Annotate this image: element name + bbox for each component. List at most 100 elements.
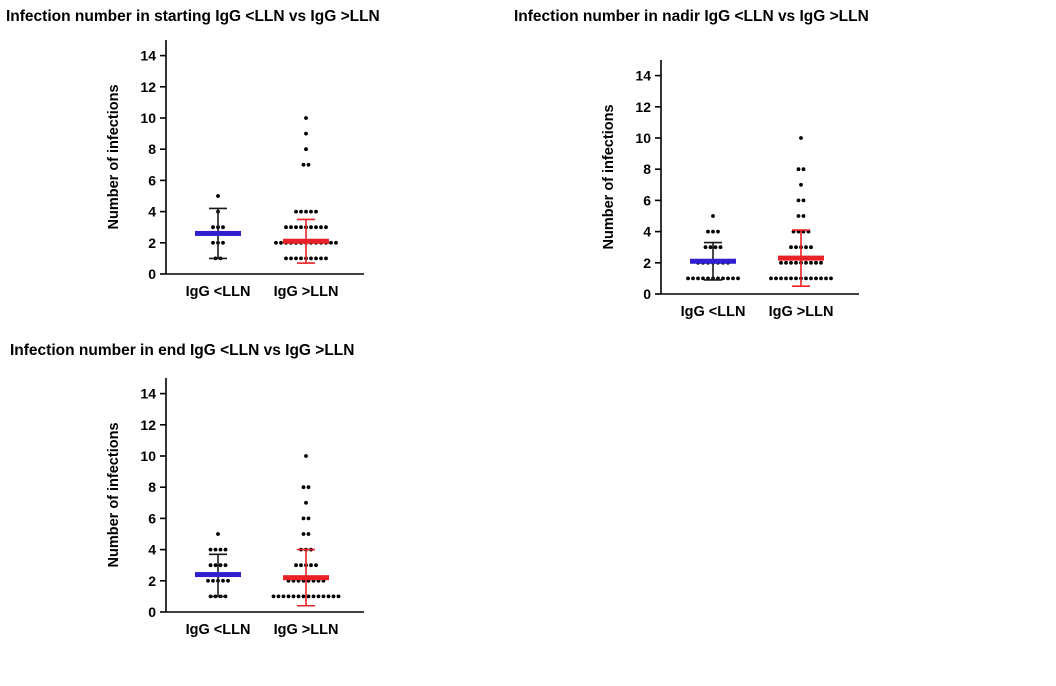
data-point — [769, 276, 773, 281]
data-point — [316, 594, 321, 599]
data-point — [284, 225, 288, 230]
chart-title-nadir: Infection number in nadir IgG <LLN vs Ig… — [514, 8, 869, 25]
data-point — [336, 594, 341, 599]
data-point — [274, 240, 278, 245]
scatter-plot-end: 0 2 4 6 8 10 12 14 Number of infections IgG <LLN I… — [106, 378, 364, 638]
data-point — [216, 532, 220, 536]
data-point — [221, 225, 225, 230]
data-point — [208, 563, 213, 568]
data-point — [809, 260, 813, 265]
data-point — [304, 209, 308, 214]
data-point — [301, 485, 306, 490]
data-point — [326, 594, 331, 599]
data-point — [686, 276, 690, 281]
mean-bar — [283, 238, 329, 244]
y-tick-label: 8 — [148, 141, 156, 157]
data-point — [206, 578, 210, 583]
data-point — [713, 245, 718, 250]
data-point — [294, 225, 298, 230]
data-point — [789, 245, 793, 250]
data-point — [804, 276, 808, 281]
data-point — [306, 516, 311, 521]
data-point — [324, 256, 328, 261]
y-tick-label: 12 — [635, 99, 651, 115]
data-point — [774, 276, 778, 281]
data-point — [824, 276, 828, 281]
data-point — [216, 194, 220, 198]
data-point — [271, 594, 276, 599]
y-tick-label: 10 — [140, 110, 156, 126]
data-point — [779, 260, 783, 265]
data-point — [301, 516, 306, 521]
data-point — [299, 256, 303, 261]
data-point — [304, 500, 308, 505]
data-point — [784, 260, 788, 265]
data-point — [299, 563, 303, 568]
data-point — [721, 276, 725, 281]
data-point — [794, 245, 798, 250]
data-point — [819, 276, 823, 281]
data-point — [701, 276, 705, 281]
y-tick-label: 2 — [148, 235, 156, 251]
y-tick-label: 0 — [643, 286, 651, 302]
data-point — [801, 214, 806, 218]
data-point — [289, 225, 293, 230]
data-point — [314, 256, 318, 261]
data-point — [296, 594, 301, 599]
data-point — [829, 276, 833, 281]
data-point — [799, 182, 803, 187]
data-point — [706, 229, 710, 234]
data-point — [794, 276, 798, 281]
data-point — [286, 594, 291, 599]
data-point — [311, 594, 316, 599]
x-group-label: IgG <LLN — [186, 284, 251, 300]
data-point — [294, 563, 298, 568]
data-point — [314, 225, 318, 230]
data-point — [789, 260, 793, 265]
data-point — [726, 276, 730, 281]
chart-title-end: Infection number in end IgG <LLN vs IgG … — [10, 342, 355, 359]
data-point — [804, 260, 808, 265]
x-group-label: IgG <LLN — [681, 304, 746, 320]
data-point — [314, 209, 318, 214]
data-point — [703, 245, 708, 250]
data-point — [211, 578, 215, 583]
y-axis-label: Number of infections — [601, 104, 617, 249]
y-axis-label: Number of infections — [106, 84, 122, 229]
data-point — [801, 167, 806, 172]
data-point — [301, 162, 306, 167]
data-point — [281, 594, 286, 599]
y-axis-label: Number of infections — [106, 422, 122, 567]
data-point — [309, 563, 313, 568]
data-point — [814, 260, 818, 265]
data-point — [796, 214, 801, 218]
data-point — [223, 547, 228, 552]
data-point — [809, 245, 813, 250]
y-tick-label: 6 — [148, 172, 156, 188]
chart-title-starting: Infection number in starting IgG <LLN vs… — [6, 8, 380, 25]
y-tick-label: 0 — [148, 604, 156, 620]
y-tick-label: 0 — [148, 266, 156, 282]
data-point — [306, 532, 311, 536]
data-point — [804, 245, 808, 250]
data-point — [784, 276, 788, 281]
y-tick-label: 14 — [140, 48, 156, 64]
scatter-plot-nadir: 0 2 4 6 8 10 12 14 Number of infections IgG <LLN I… — [601, 60, 859, 320]
data-point — [718, 245, 723, 250]
data-point — [294, 256, 298, 261]
y-tick-label: 4 — [148, 204, 156, 220]
x-group-label: IgG >LLN — [274, 622, 339, 638]
data-point — [284, 256, 288, 261]
y-tick-label: 6 — [148, 510, 156, 526]
data-point — [301, 532, 306, 536]
y-tick-label: 10 — [635, 130, 651, 146]
data-point — [779, 276, 783, 281]
data-point — [329, 240, 333, 245]
data-point — [711, 214, 715, 218]
mean-bar — [283, 575, 329, 581]
y-tick-label: 6 — [643, 192, 651, 208]
data-point — [309, 209, 313, 214]
data-point — [213, 563, 218, 568]
x-group-label: IgG <LLN — [186, 622, 251, 638]
